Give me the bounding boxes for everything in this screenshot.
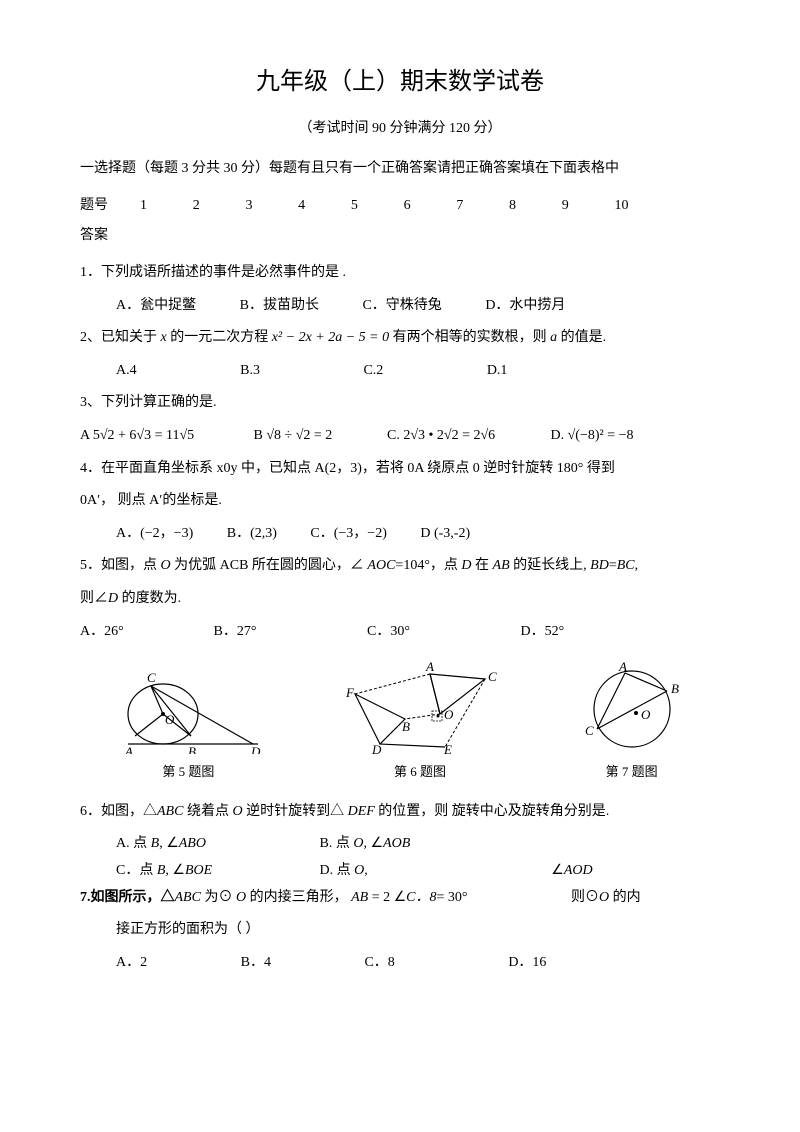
q4-opt-c: C．(−3，−2) (310, 526, 386, 541)
q7-opt-c: C．8 (364, 955, 394, 970)
q7-opt-b: B．4 (241, 955, 271, 970)
ans-cell (193, 221, 246, 252)
figure-row: C O A B D A C B F D E O A B C O (80, 659, 720, 754)
q5-options: A．26° B．27° C．30° D．52° (80, 619, 720, 646)
svg-text:C: C (488, 669, 497, 684)
q1-opt-c: C．守株待兔 (362, 298, 441, 313)
svg-text:E: E (443, 742, 452, 754)
svg-text:C: C (585, 723, 594, 738)
q4-stem2: 0A′， 则点 A′的坐标是. (80, 488, 720, 515)
ans-cell (509, 221, 562, 252)
ans-cell (245, 221, 298, 252)
col-1: 1 (140, 191, 193, 222)
svg-text:A: A (124, 744, 133, 754)
q2-opt-d: D.1 (487, 363, 508, 378)
q1-stem: 1．下列成语所描述的事件是必然事件的是 . (80, 260, 720, 287)
q3-opt-c: C. 2√3 • 2√2 = 2√6 (387, 423, 547, 450)
q5-opt-c: C．30° (367, 619, 517, 646)
ans-cell (562, 221, 615, 252)
q7-stem: 7.如图所示，△ABC 为⊙ O 的内接三角形， AB = 2 ∠C．8= 30… (80, 885, 720, 912)
q2-opt-c: C.2 (363, 363, 383, 378)
svg-text:A: A (425, 659, 434, 674)
q5-opt-d: D．52° (521, 619, 565, 646)
q5-opt-b: B．27° (214, 619, 364, 646)
ans-cell (351, 221, 404, 252)
ans-cell (456, 221, 509, 252)
q2-equation: x² − 2x + 2a − 5 = 0 (272, 330, 389, 345)
col-6: 6 (404, 191, 457, 222)
svg-text:B: B (188, 744, 196, 754)
q5-opt-a: A．26° (80, 619, 210, 646)
q5-stem: 5．如图，点 O 为优弧 ACB 所在圆的圆心，∠ AOC=104°，点 D 在… (80, 553, 720, 580)
col-4: 4 (298, 191, 351, 222)
q2-stem: 2、已知关于 x 的一元二次方程 x² − 2x + 2a − 5 = 0 有两… (80, 325, 720, 352)
exam-info: （考试时间 90 分钟满分 120 分） (80, 116, 720, 143)
section-instruction: 一选择题（每题 3 分共 30 分）每题有且只有一个正确答案请把正确答案填在下面… (80, 156, 720, 183)
q3-opt-a: A 5√2 + 6√3 = 11√5 (80, 423, 250, 450)
q1-opt-a: A．瓮中捉鳖 (116, 298, 196, 313)
col-2: 2 (193, 191, 246, 222)
svg-text:F: F (345, 685, 355, 700)
svg-text:B: B (402, 719, 410, 734)
q7-stem2: 接正方形的面积为（ ） (80, 917, 720, 944)
q6-opt-c: C．点 B, ∠BOE (116, 858, 316, 885)
svg-text:O: O (165, 712, 175, 727)
q1-opt-d: D．水中捞月 (485, 298, 565, 313)
fig7-caption: 第 7 题图 (577, 760, 687, 785)
q4-opt-d: D (-3,-2) (420, 526, 470, 541)
q4-opt-b: B．(2,3) (227, 526, 277, 541)
col-9: 9 (562, 191, 615, 222)
q7-opt-d: D．16 (508, 955, 546, 970)
svg-text:D: D (250, 744, 261, 754)
q5-stem2: 则∠D 的度数为. (80, 586, 720, 613)
q2-options: A.4 B.3 C.2 D.1 (80, 358, 720, 385)
q2-opt-a: A.4 (116, 363, 137, 378)
q6-opt-b: B. 点 O, ∠AOB (320, 836, 411, 851)
svg-text:O: O (444, 707, 454, 722)
q6-opt-d: D. 点 O, ∠AOD (320, 863, 593, 878)
q6-stem: 6．如图，△ABC 绕着点 O 逆时针旋转到△ DEF 的位置，则 旋转中心及旋… (80, 799, 720, 826)
ans-cell (614, 221, 720, 252)
col-7: 7 (456, 191, 509, 222)
q6-options-row1: A. 点 B, ∠ABO B. 点 O, ∠AOB (80, 831, 720, 858)
col-8: 8 (509, 191, 562, 222)
q6-options-row2: C．点 B, ∠BOE D. 点 O, ∠AOD (80, 858, 720, 885)
q2-opt-b: B.3 (240, 363, 260, 378)
answer-table: 题号 1 2 3 4 5 6 7 8 9 10 答案 (80, 191, 720, 252)
ans-cell (404, 221, 457, 252)
q1-opt-b: B．拔苗助长 (240, 298, 319, 313)
figure-7: A B C O (577, 659, 687, 754)
figure-6: A C B F D E O (330, 659, 510, 754)
page-title: 九年级（上）期末数学试卷 (80, 60, 720, 106)
svg-text:O: O (641, 707, 651, 722)
q3-opt-d: D. √(−8)² = −8 (551, 423, 634, 450)
ans-cell (298, 221, 351, 252)
q1-options: A．瓮中捉鳖 B．拔苗助长 C．守株待兔 D．水中捞月 (80, 293, 720, 320)
q3-options: A 5√2 + 6√3 = 11√5 B √8 ÷ √2 = 2 C. 2√3 … (80, 423, 720, 450)
table-header-num: 题号 (80, 191, 140, 222)
q3-stem: 3、下列计算正确的是. (80, 390, 720, 417)
q4-stem: 4．在平面直角坐标系 x0y 中，已知点 A(2，3)，若将 0A 绕原点 0 … (80, 456, 720, 483)
q4-opt-a: A．(−2，−3) (116, 526, 193, 541)
q3-opt-b: B √8 ÷ √2 = 2 (254, 423, 384, 450)
col-3: 3 (245, 191, 298, 222)
ans-cell (140, 221, 193, 252)
q7-options: A．2 B．4 C．8 D．16 (80, 950, 720, 977)
q6-opt-a: A. 点 B, ∠ABO (116, 831, 316, 858)
figure-5: C O A B D (113, 664, 263, 754)
svg-text:B: B (671, 681, 679, 696)
svg-text:D: D (371, 742, 382, 754)
svg-text:C: C (147, 670, 156, 685)
q7-opt-a: A．2 (116, 955, 147, 970)
q4-options: A．(−2，−3) B．(2,3) C．(−3，−2) D (-3,-2) (80, 521, 720, 548)
fig5-caption: 第 5 题图 (113, 760, 263, 785)
svg-text:A: A (618, 659, 627, 674)
col-10: 10 (614, 191, 720, 222)
figure-captions: 第 5 题图 第 6 题图 第 7 题图 (80, 760, 720, 785)
col-5: 5 (351, 191, 404, 222)
table-header-ans: 答案 (80, 221, 140, 252)
fig6-caption: 第 6 题图 (330, 760, 510, 785)
